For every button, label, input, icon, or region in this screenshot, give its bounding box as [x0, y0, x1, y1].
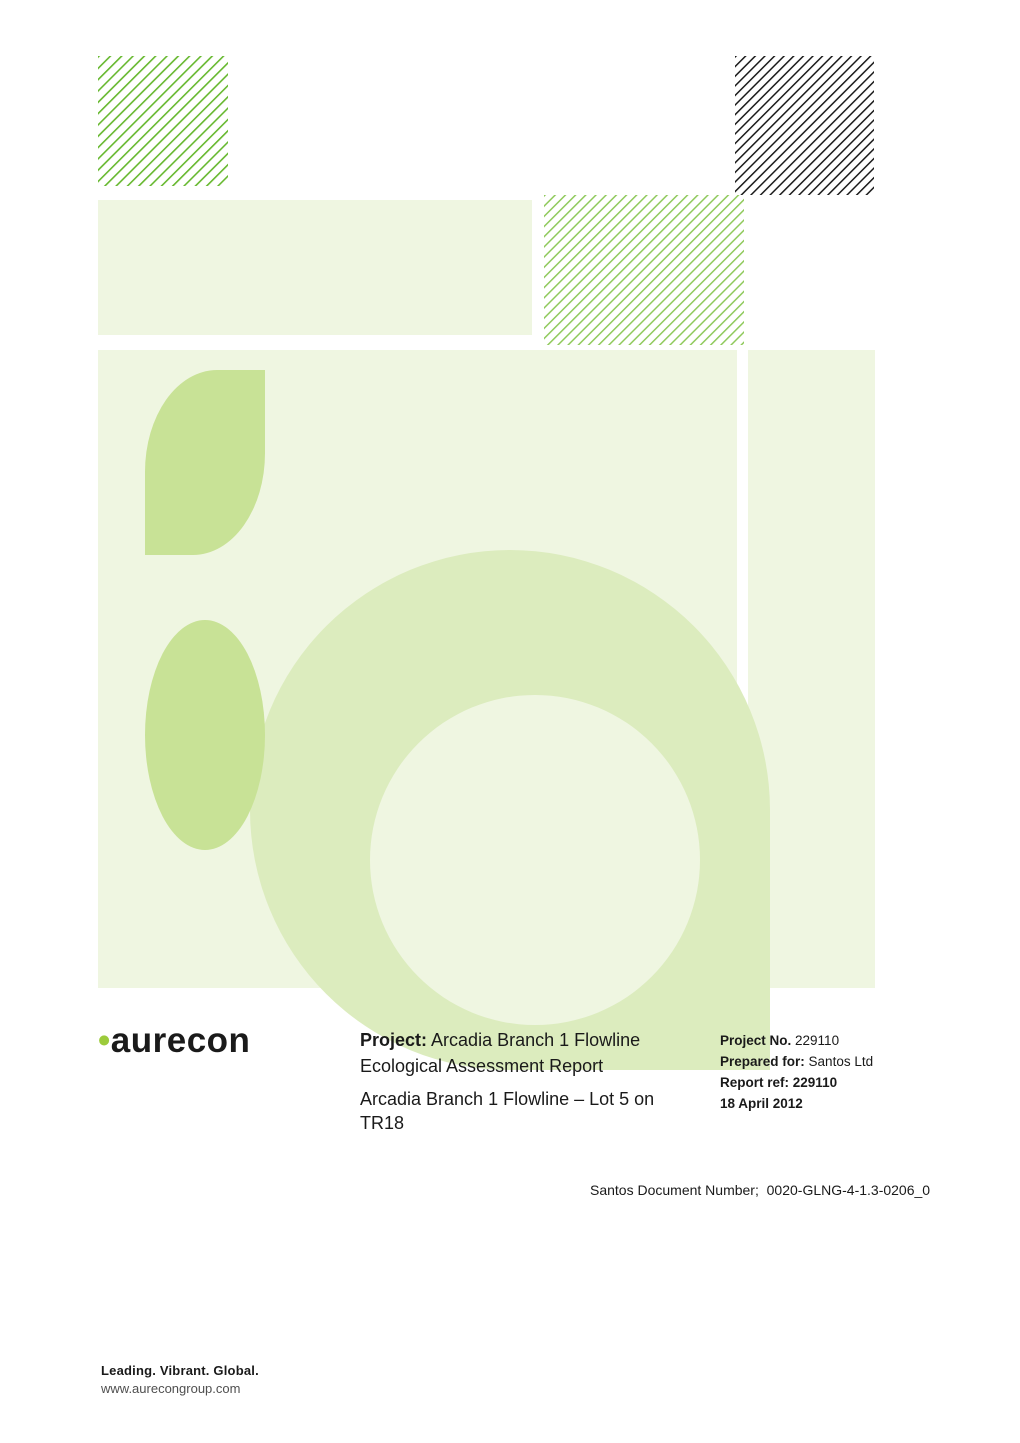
meta-date: 18 April 2012 — [720, 1094, 940, 1115]
meta-project-no: Project No. 229110 — [720, 1031, 940, 1052]
meta-project-no-value: 229110 — [795, 1033, 839, 1048]
hatch-square-green-medium — [544, 195, 744, 345]
logo-mark-leaf-oval — [145, 620, 265, 850]
project-info-meta: Project No. 229110 Prepared for: Santos … — [720, 1031, 940, 1115]
project-title-line2: Ecological Assessment Report — [360, 1054, 700, 1078]
bg-panel-top — [98, 200, 532, 335]
santos-doc-label: Santos Document Number; — [590, 1182, 759, 1198]
logo-mark-arc-hole — [370, 695, 700, 1025]
logo-dot-icon: • — [98, 1021, 111, 1060]
meta-report-ref: Report ref: 229110 — [720, 1073, 940, 1094]
footer-url: www.aurecongroup.com — [101, 1380, 259, 1398]
meta-project-no-label: Project No. — [720, 1033, 791, 1048]
santos-doc-value: 0020-GLNG-4-1.3-0206_0 — [767, 1182, 930, 1198]
project-title-line1: Project: Arcadia Branch 1 Flowline — [360, 1028, 700, 1052]
logo-mark-arc — [250, 550, 770, 1070]
meta-prepared-for-value: Santos Ltd — [809, 1054, 874, 1069]
meta-report-ref-label: Report ref: — [720, 1075, 789, 1090]
cover-page: •aurecon Project: Arcadia Branch 1 Flowl… — [0, 0, 1020, 1443]
meta-prepared-for: Prepared for: Santos Ltd — [720, 1052, 940, 1073]
santos-doc-number: Santos Document Number; 0020-GLNG-4-1.3-… — [590, 1182, 930, 1198]
project-info-main: Project: Arcadia Branch 1 Flowline Ecolo… — [360, 1028, 700, 1135]
project-title-part1: Arcadia Branch 1 Flowline — [431, 1030, 640, 1050]
brand-logo: •aurecon — [98, 1021, 250, 1061]
hatch-square-green-small — [98, 56, 228, 186]
footer-tagline: Leading. Vibrant. Global. — [101, 1362, 259, 1380]
meta-report-ref-value: 229110 — [793, 1075, 837, 1090]
brand-name: aurecon — [111, 1021, 251, 1060]
project-label: Project: — [360, 1030, 427, 1050]
hatch-square-dark — [735, 56, 874, 195]
project-subtitle: Arcadia Branch 1 Flowline – Lot 5 on TR1… — [360, 1087, 700, 1136]
page-footer: Leading. Vibrant. Global. www.aurecongro… — [101, 1362, 259, 1397]
meta-prepared-for-label: Prepared for: — [720, 1054, 805, 1069]
